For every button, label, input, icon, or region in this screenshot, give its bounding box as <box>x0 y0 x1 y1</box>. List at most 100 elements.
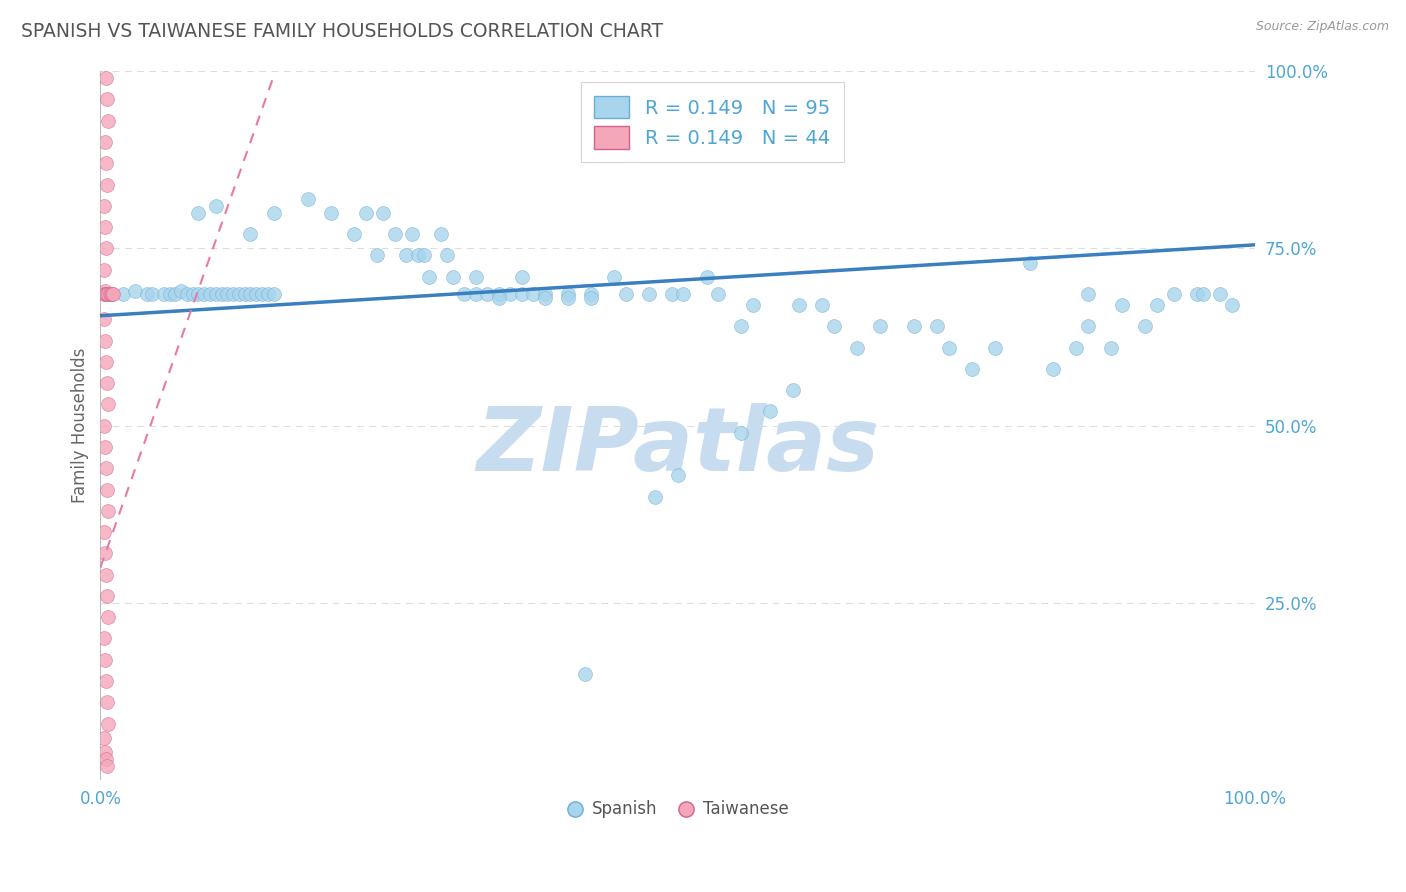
Point <box>96 589 118 603</box>
Point <box>94 567 117 582</box>
Point <box>94 71 117 86</box>
Point <box>211 287 233 301</box>
Point <box>984 341 1007 355</box>
Point <box>112 287 135 301</box>
Point <box>1163 287 1185 301</box>
Point <box>97 113 120 128</box>
Point <box>181 287 204 301</box>
Point <box>787 298 810 312</box>
Point <box>93 418 115 433</box>
Point <box>1135 319 1157 334</box>
Point <box>239 227 262 242</box>
Point <box>811 298 834 312</box>
Point <box>453 287 475 301</box>
Point <box>499 287 522 301</box>
Point <box>321 206 343 220</box>
Point <box>204 199 226 213</box>
Point <box>97 504 120 518</box>
Point <box>441 269 464 284</box>
Point <box>579 291 602 305</box>
Point <box>1077 287 1099 301</box>
Point <box>94 752 117 766</box>
Point <box>98 287 121 301</box>
Point <box>1064 341 1087 355</box>
Point <box>233 287 256 301</box>
Point <box>97 716 120 731</box>
Point <box>204 287 226 301</box>
Point <box>741 298 763 312</box>
Point <box>845 341 868 355</box>
Point <box>124 284 146 298</box>
Point <box>1018 255 1040 269</box>
Text: Source: ZipAtlas.com: Source: ZipAtlas.com <box>1256 20 1389 33</box>
Point <box>96 483 118 497</box>
Point <box>366 248 388 262</box>
Point <box>534 287 557 301</box>
Point <box>782 383 804 397</box>
Point <box>93 312 115 326</box>
Point <box>1209 287 1232 301</box>
Point <box>1192 287 1215 301</box>
Point <box>170 284 193 298</box>
Point <box>579 287 602 301</box>
Point <box>94 334 117 348</box>
Point <box>101 287 124 301</box>
Point <box>297 192 319 206</box>
Point <box>464 287 486 301</box>
Point <box>193 287 215 301</box>
Point <box>534 291 557 305</box>
Point <box>97 397 120 411</box>
Point <box>94 673 117 688</box>
Point <box>96 287 118 301</box>
Point <box>557 287 579 301</box>
Point <box>522 287 544 301</box>
Point <box>93 524 115 539</box>
Point <box>637 287 659 301</box>
Point <box>256 287 278 301</box>
Point <box>436 248 458 262</box>
Point <box>97 287 120 301</box>
Point <box>354 206 377 220</box>
Point <box>153 287 176 301</box>
Point <box>510 269 533 284</box>
Point <box>94 156 117 170</box>
Point <box>94 461 117 475</box>
Point <box>927 319 949 334</box>
Point <box>94 355 117 369</box>
Point <box>666 468 689 483</box>
Point <box>384 227 406 242</box>
Text: SPANISH VS TAIWANESE FAMILY HOUSEHOLDS CORRELATION CHART: SPANISH VS TAIWANESE FAMILY HOUSEHOLDS C… <box>21 22 664 41</box>
Point <box>1220 298 1243 312</box>
Point <box>661 287 683 301</box>
Point <box>187 287 209 301</box>
Point <box>1146 298 1168 312</box>
Point <box>903 319 925 334</box>
Point <box>418 269 440 284</box>
Point <box>406 248 429 262</box>
Point <box>165 287 187 301</box>
Point <box>141 287 163 301</box>
Point <box>94 653 117 667</box>
Point <box>644 490 666 504</box>
Point <box>94 241 117 255</box>
Point <box>263 206 285 220</box>
Point <box>93 199 115 213</box>
Point <box>96 92 118 106</box>
Point <box>614 287 637 301</box>
Point <box>94 287 117 301</box>
Point <box>217 287 239 301</box>
Point <box>94 284 117 298</box>
Point <box>869 319 891 334</box>
Point <box>730 319 752 334</box>
Point <box>263 287 285 301</box>
Point <box>401 227 423 242</box>
Point <box>960 362 983 376</box>
Point <box>93 262 115 277</box>
Point <box>101 287 124 301</box>
Point <box>730 425 752 440</box>
Point <box>94 287 117 301</box>
Point <box>187 206 209 220</box>
Point <box>93 632 115 646</box>
Point <box>475 287 498 301</box>
Point <box>603 269 626 284</box>
